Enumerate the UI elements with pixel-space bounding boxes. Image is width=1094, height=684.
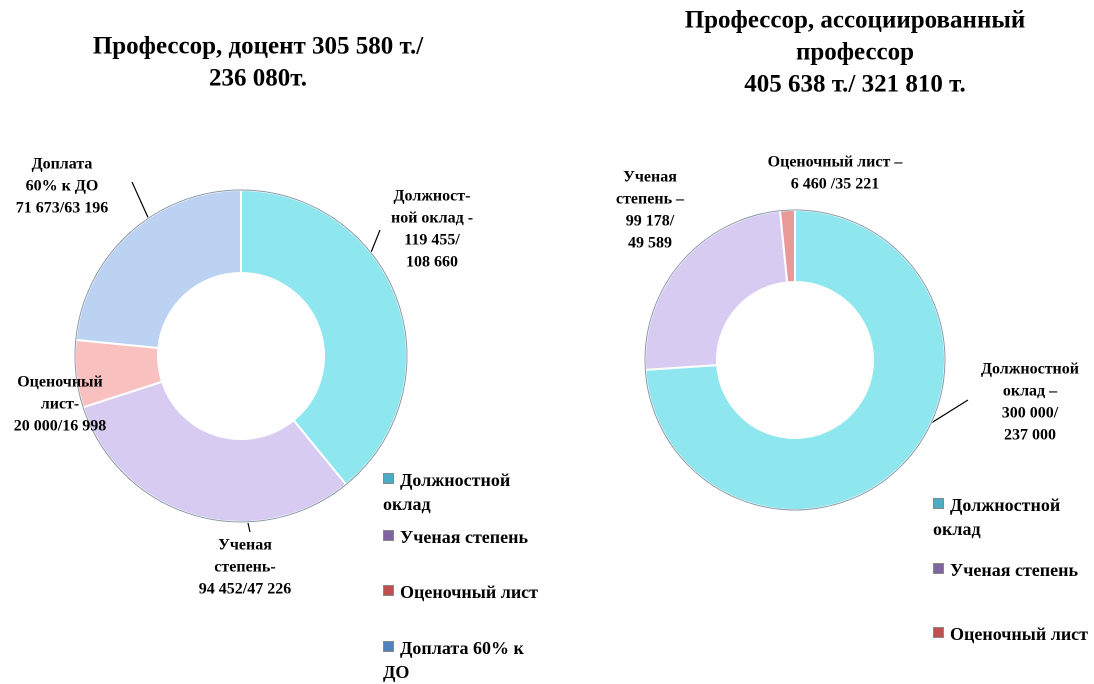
legend-marker xyxy=(383,473,394,484)
data-label: 94 452/47 226 xyxy=(199,581,291,598)
legend-entry: Ученая степень xyxy=(933,558,1093,582)
data-label: лист- xyxy=(41,396,79,413)
legend-label: Должностной оклад xyxy=(383,470,511,514)
data-label: 237 000 xyxy=(1004,427,1056,444)
legend-marker xyxy=(933,563,944,574)
data-label: степень- xyxy=(214,559,275,576)
data-label: Оценочный лист – xyxy=(768,154,904,171)
legend-entry: Должностной оклад xyxy=(383,468,543,516)
legend-marker xyxy=(933,627,944,638)
data-label: степень – xyxy=(616,191,685,208)
legend-entry: Доплата 60% к ДО xyxy=(383,636,543,684)
data-label: ной оклад - xyxy=(391,210,473,227)
legend-marker xyxy=(383,585,394,596)
data-label: 108 660 xyxy=(406,254,458,271)
data-label: 60% к ДО xyxy=(26,178,99,195)
donut-rim xyxy=(644,209,946,511)
legend-entry: Оценочный лист xyxy=(933,622,1093,646)
legend-label: Оценочный лист xyxy=(950,624,1089,644)
legend-marker xyxy=(933,498,944,509)
chart-title: 236 080т. xyxy=(209,65,307,92)
legend-label: Оценочный лист xyxy=(400,582,539,602)
data-label: 6 460 /35 221 xyxy=(791,176,879,193)
legend-label: Доплата 60% к ДО xyxy=(383,638,524,682)
data-label: 71 673/63 196 xyxy=(16,200,108,217)
chart-title: профессор xyxy=(796,39,914,66)
data-label: 49 589 xyxy=(628,235,672,252)
data-label: Должност- xyxy=(394,188,471,205)
legend-marker xyxy=(383,641,394,652)
data-label: 119 455/ xyxy=(404,232,460,249)
data-label: оклад – xyxy=(1003,383,1058,400)
chart-title: 405 638 т./ 321 810 т. xyxy=(744,71,966,98)
legend-marker xyxy=(383,530,394,541)
legend-label: Ученая степень xyxy=(400,527,529,547)
data-label: 20 000/16 998 xyxy=(14,418,106,435)
data-label: 99 178/ xyxy=(626,213,675,230)
data-label: 300 000/ xyxy=(1002,405,1059,422)
legend-entry: Ученая степень xyxy=(383,525,543,549)
data-label: Должностной xyxy=(981,361,1079,378)
data-label: Доплата xyxy=(32,156,93,173)
chart-title: Профессор, ассоциированный xyxy=(685,7,1026,34)
donut-rim xyxy=(74,189,408,523)
data-label: Ученая xyxy=(218,537,272,554)
donut-slice xyxy=(81,380,348,523)
legend-label: Должностной оклад xyxy=(933,495,1061,539)
legend-label: Ученая степень xyxy=(950,560,1079,580)
data-label: Ученая xyxy=(623,169,677,186)
data-label: Оценочный xyxy=(17,374,103,391)
legend-entry: Оценочный лист xyxy=(383,580,543,604)
chart-title: Профессор, доцент 305 580 т./ xyxy=(93,33,424,60)
legend-entry: Должностной оклад xyxy=(933,493,1093,541)
